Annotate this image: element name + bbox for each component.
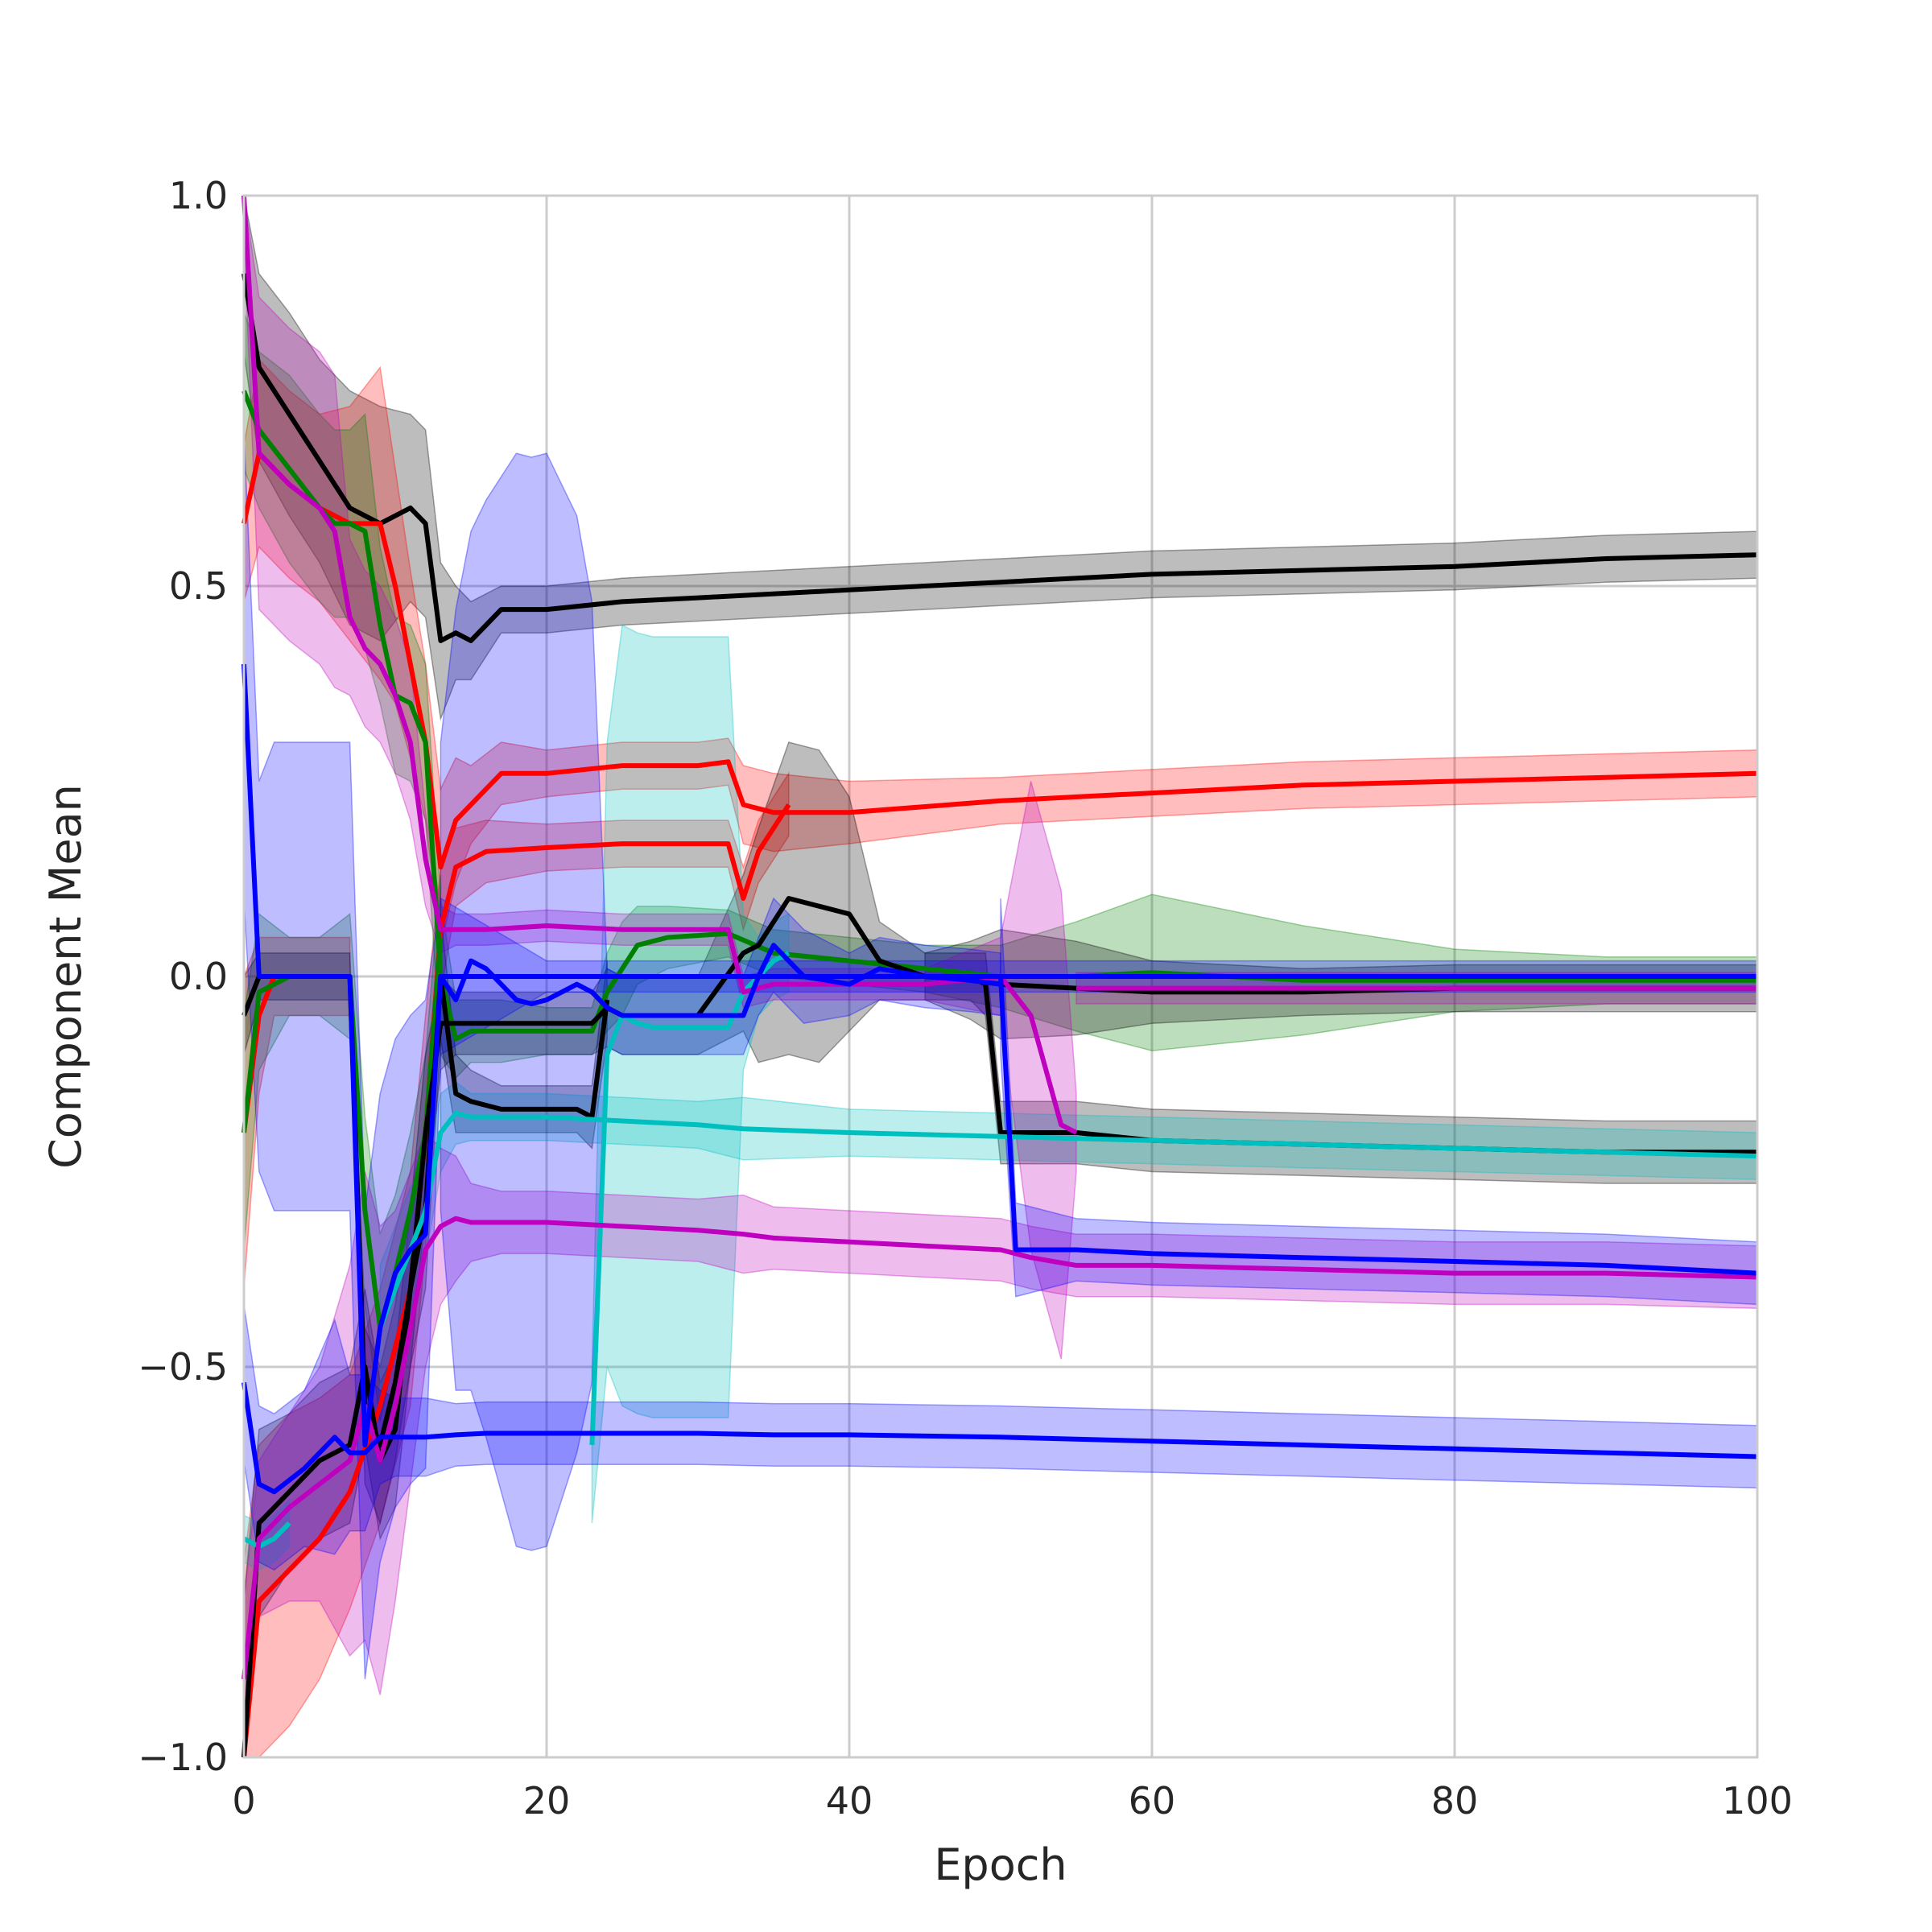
series-line-18 xyxy=(998,976,1758,1276)
y-tick-label: 1.0 xyxy=(169,174,228,217)
series-line-2 xyxy=(242,803,791,1758)
series-line-7 xyxy=(242,974,610,1758)
x-axis-label: Epoch xyxy=(934,1839,1067,1890)
y-axis-label: Component Mean xyxy=(40,784,91,1169)
series-line-13 xyxy=(242,1216,1758,1680)
series-band-11 xyxy=(591,624,790,1524)
x-tick-label: 40 xyxy=(826,1779,873,1823)
series-line-16 xyxy=(242,1381,1758,1495)
x-tick-label: 0 xyxy=(232,1779,255,1823)
x-tick-label: 80 xyxy=(1431,1779,1479,1823)
tick-labels: 0 20 40 60 80 100 −1.0 −0.5 0.0 0.5 1.0 xyxy=(138,174,1793,1823)
y-tick-label: −0.5 xyxy=(138,1345,228,1389)
series-line-0 xyxy=(242,273,1758,643)
series-band-2 xyxy=(243,771,790,1758)
series-line-15 xyxy=(242,663,1757,1447)
plot-frame xyxy=(242,194,1759,1759)
x-tick-label: 20 xyxy=(523,1779,571,1823)
series-line-17 xyxy=(438,943,1001,1018)
series-line-9 xyxy=(242,1521,291,1550)
series-lines xyxy=(242,195,1758,1758)
y-tick-label: −1.0 xyxy=(138,1736,228,1779)
x-tick-label: 60 xyxy=(1129,1779,1176,1823)
y-tick-label: 0.0 xyxy=(169,955,228,998)
series-line-5 xyxy=(242,937,444,1331)
x-tick-label: 100 xyxy=(1722,1779,1793,1823)
y-tick-label: 0.5 xyxy=(169,564,228,608)
